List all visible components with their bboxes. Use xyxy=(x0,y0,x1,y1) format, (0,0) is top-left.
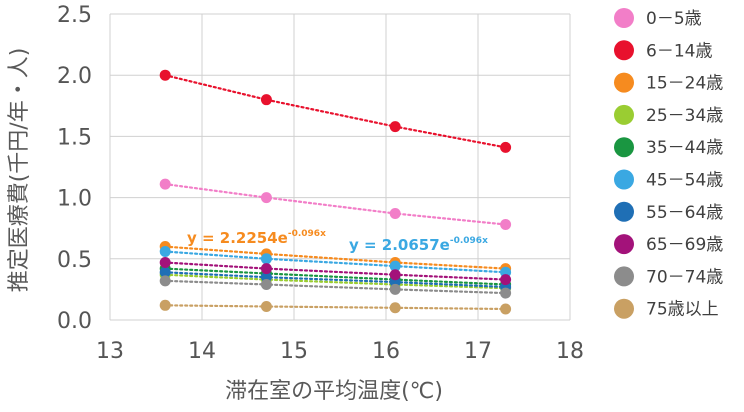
legend-label: 65－69歳 xyxy=(646,235,723,255)
data-point xyxy=(260,253,272,265)
legend-label: 6－14歳 xyxy=(646,41,712,61)
data-point xyxy=(389,283,401,295)
grid xyxy=(109,13,571,321)
data-point xyxy=(389,302,401,314)
trendline xyxy=(164,267,507,286)
data-point xyxy=(159,299,171,311)
data-point xyxy=(260,301,272,313)
data-point xyxy=(159,275,171,287)
data-point xyxy=(260,94,272,106)
legend-label: 70－74歳 xyxy=(646,267,723,287)
x-tick-label: 13 xyxy=(96,339,124,364)
data-point xyxy=(500,141,512,153)
data-point xyxy=(159,69,171,81)
trendline xyxy=(164,273,507,290)
data-point xyxy=(260,192,272,204)
trendline xyxy=(164,304,507,311)
legend-label: 0－5歳 xyxy=(646,9,702,29)
data-point xyxy=(500,287,512,299)
data-point xyxy=(159,256,171,268)
x-tick-label: 18 xyxy=(556,339,584,364)
equation-annotation-orange: y = 2.2254e-0.096x xyxy=(187,229,326,247)
y-tick-label: 2.5 xyxy=(57,3,92,28)
legend-marker xyxy=(614,137,634,158)
data-point xyxy=(389,208,401,220)
legend-marker xyxy=(614,234,634,255)
trendline xyxy=(164,245,507,270)
data-point xyxy=(389,121,401,133)
x-tick-label: 17 xyxy=(464,339,492,364)
equation-annotation-blue: y = 2.0657e-0.096x xyxy=(349,236,488,254)
x-tick-label: 16 xyxy=(372,339,400,364)
legend-label: 75歳以上 xyxy=(646,300,719,320)
trendline xyxy=(164,279,507,295)
y-tick-label: 0.5 xyxy=(57,248,92,273)
trendline xyxy=(164,271,507,289)
data-point xyxy=(389,260,401,272)
data-point xyxy=(260,279,272,291)
legend-label: 45－54歳 xyxy=(646,171,723,191)
data-point xyxy=(500,303,512,315)
y-axis-label: 推定医療費(千円/年・人) xyxy=(7,48,32,293)
legend-marker xyxy=(614,72,634,93)
data-point xyxy=(260,263,272,275)
x-tick-label: 15 xyxy=(280,339,308,364)
legend-marker xyxy=(614,266,634,287)
trendline xyxy=(164,183,507,226)
trendline xyxy=(164,74,507,149)
axes: 13 14 15 16 17 18 0.0 0.5 1.0 1.5 2.0 2.5 xyxy=(57,3,584,364)
data-point xyxy=(159,178,171,190)
legend-marker xyxy=(614,8,634,28)
equation-exponent: -0.096x xyxy=(288,229,326,239)
trendline xyxy=(164,250,507,274)
legend-marker xyxy=(614,104,634,125)
legend-marker xyxy=(614,201,634,222)
y-tick-label: 2.0 xyxy=(57,64,92,89)
x-tick-label: 14 xyxy=(188,339,216,364)
y-tick-label: 1.0 xyxy=(57,187,92,212)
equation-base: y = 2.2254e xyxy=(187,229,288,247)
data-point xyxy=(159,266,171,278)
y-tick-label: 0.0 xyxy=(57,309,92,334)
legend-label: 25－34歳 xyxy=(646,106,723,126)
equation-base: y = 2.0657e xyxy=(349,236,450,254)
data-point xyxy=(500,219,512,231)
legend: 0－5歳 6－14歳 15－24歳 25－34歳 35－44歳 45－54歳 55－64歳 6… xyxy=(614,8,723,320)
legend-marker xyxy=(614,298,634,319)
trendline xyxy=(164,261,507,281)
trendlines xyxy=(164,74,507,311)
y-tick-label: 1.5 xyxy=(57,125,92,150)
x-axis-label: 滞在室の平均温度(℃) xyxy=(225,379,443,404)
legend-label: 35－44歳 xyxy=(646,138,723,158)
legend-marker xyxy=(614,169,634,190)
legend-label: 55－64歳 xyxy=(646,203,723,223)
data-point xyxy=(389,269,401,281)
legend-label: 15－24歳 xyxy=(646,74,723,94)
data-point xyxy=(159,245,171,257)
data-point xyxy=(500,274,512,286)
legend-marker xyxy=(614,40,634,61)
data-points xyxy=(159,69,512,315)
equation-exponent: -0.096x xyxy=(450,236,488,246)
